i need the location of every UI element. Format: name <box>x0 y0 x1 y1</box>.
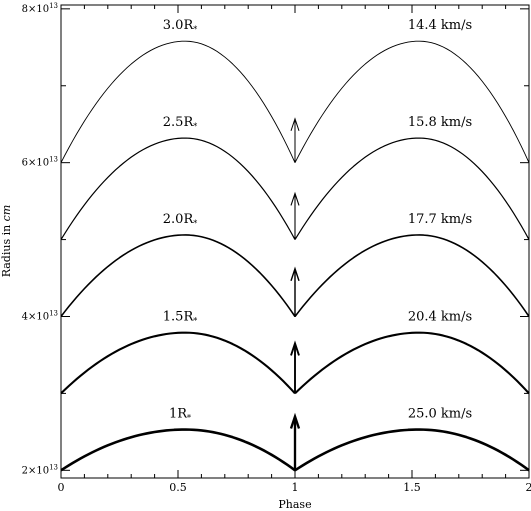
x-tick-label: 1.5 <box>403 481 421 494</box>
velocity-arrow-head <box>290 117 300 131</box>
x-tick-label: 0 <box>58 481 65 494</box>
radius-curve-series <box>60 40 530 163</box>
series-radius-label: 2.5R* <box>163 115 197 131</box>
series-velocity-label: 20.4 km/s <box>408 310 472 325</box>
x-tick-label: 2 <box>526 481 531 494</box>
series-radius-label: 1R* <box>169 407 191 423</box>
tick-labels: 0 0.5 1 1.5 2 2×1013 4×1013 6×1013 8×1013 <box>22 2 531 494</box>
radius-curve-series <box>60 331 530 395</box>
series-velocity-label: 14.4 km/s <box>408 18 472 33</box>
series-radius-label: 3.0R* <box>163 18 197 34</box>
series-velocity-label: 17.7 km/s <box>408 212 472 227</box>
velocity-arrow-head <box>290 266 300 282</box>
velocity-arrow-head <box>290 191 300 206</box>
radius-curve-series <box>60 428 530 472</box>
velocity-arrow-head <box>289 412 301 429</box>
series-radius-label: 1.5R* <box>163 310 197 326</box>
velocity-arrow-head <box>290 340 300 356</box>
radius-curve-series <box>60 137 530 240</box>
y-tick-label: 2×1013 <box>22 463 58 476</box>
radius-curves <box>60 40 530 472</box>
x-tick-label: 1 <box>292 481 299 494</box>
y-tick-label: 4×1013 <box>22 309 58 322</box>
series-velocity-label: 25.0 km/s <box>408 407 472 422</box>
radius-curve-series <box>60 234 530 317</box>
x-tick-label: 0.5 <box>169 481 187 494</box>
velocity-arrows <box>289 117 301 471</box>
series-radius-label: 2.0R* <box>163 212 197 228</box>
series-velocity-label: 15.8 km/s <box>408 115 472 130</box>
series-labels: 1R* 25.0 km/s 1.5R* 20.4 km/s 2.0R* 17.7 km/s… <box>163 18 472 422</box>
axis-ticks <box>60 5 530 478</box>
y-tick-label: 6×1013 <box>22 156 58 169</box>
y-tick-label: 8×1013 <box>22 2 58 15</box>
y-axis-label: Radius in cm <box>0 205 13 278</box>
x-axis-label: Phase <box>278 498 311 511</box>
